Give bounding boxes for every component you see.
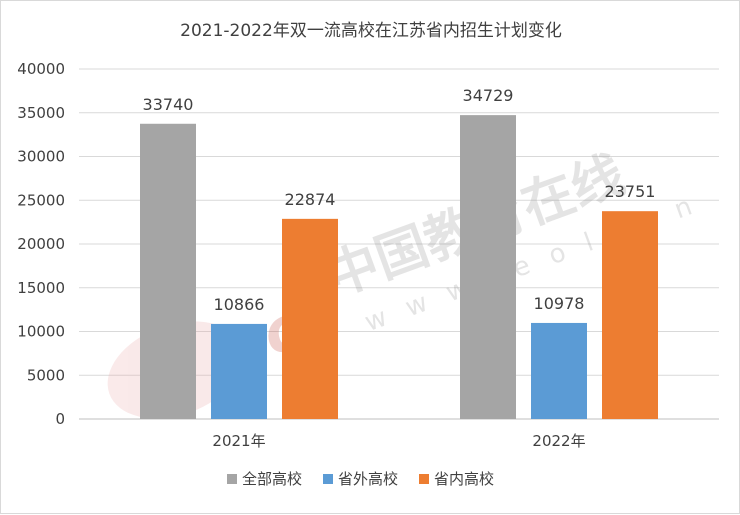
bar-2-2	[531, 322, 587, 419]
legend-swatch	[227, 474, 237, 484]
legend-label: 省外高校	[338, 470, 398, 488]
bar-1-1	[140, 123, 196, 420]
bar-3-1	[282, 218, 338, 419]
chart-title: 2021-2022年双一流高校在江苏省内招生计划变化	[180, 21, 562, 41]
data-label: 34729	[463, 86, 514, 105]
y-tick-label: 10000	[17, 323, 65, 341]
legend-label: 省内高校	[434, 470, 494, 488]
data-label: 23751	[605, 182, 656, 201]
y-tick-label: 25000	[17, 191, 65, 209]
data-label: 10866	[214, 295, 265, 314]
bar-1-2	[460, 115, 516, 419]
data-label: 10978	[534, 294, 585, 313]
legend-swatch	[323, 474, 333, 484]
y-tick-label: 0	[55, 410, 65, 428]
y-tick-label: 40000	[17, 60, 65, 78]
legend-label: 全部高校	[242, 470, 302, 488]
y-tick-label: 30000	[17, 148, 65, 166]
data-label: 33740	[143, 95, 194, 114]
legend-swatch	[419, 474, 429, 484]
y-tick-label: 20000	[17, 235, 65, 253]
y-tick-label: 5000	[27, 366, 65, 384]
bar-3-2	[602, 211, 658, 419]
data-label: 22874	[285, 190, 336, 209]
x-tick-label: 2021年	[212, 432, 265, 450]
y-tick-label: 15000	[17, 279, 65, 297]
y-tick-label: 35000	[17, 104, 65, 122]
x-tick-label: 2022年	[532, 432, 585, 450]
bar-2-1	[211, 323, 267, 419]
